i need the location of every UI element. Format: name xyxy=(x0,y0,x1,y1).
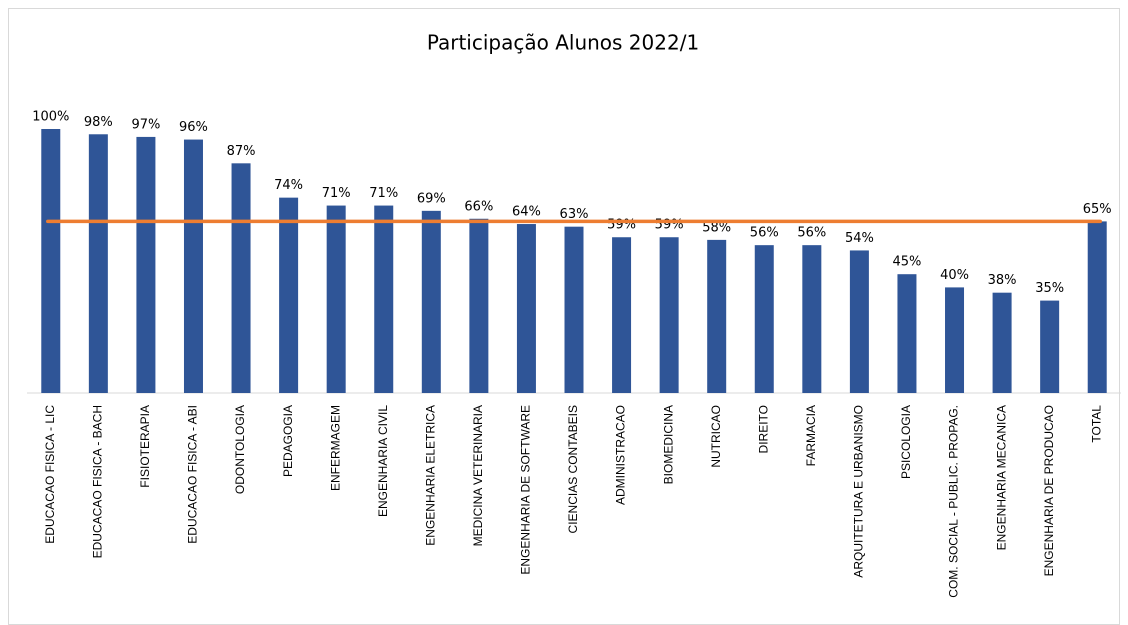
bar xyxy=(992,292,1012,393)
x-tick-label: PSICOLOGIA xyxy=(899,405,913,479)
x-tick-label: MEDICINA VETERINARIA xyxy=(471,405,485,546)
bar xyxy=(659,237,679,393)
value-label: 65% xyxy=(1083,202,1112,217)
x-tick-label: FISIOTERAPIA xyxy=(138,405,152,488)
value-label: 100% xyxy=(32,110,69,125)
bar xyxy=(421,210,441,393)
bar xyxy=(612,237,632,393)
bar xyxy=(326,205,346,393)
x-tick-label: DIREITO xyxy=(756,405,770,453)
bar xyxy=(1087,221,1107,393)
bar xyxy=(88,134,108,393)
bar xyxy=(849,250,869,393)
x-tick-label: ENGENHARIA DE SOFTWARE xyxy=(519,405,533,575)
x-tick-label: ENFERMAGEM xyxy=(328,405,342,491)
value-label: 63% xyxy=(560,207,589,222)
bar xyxy=(564,226,584,393)
x-tick-label: EDUCACAO FISICA - LIC xyxy=(43,405,57,544)
bar xyxy=(802,245,822,393)
value-label: 71% xyxy=(322,186,351,201)
value-label: 97% xyxy=(131,117,160,132)
bar xyxy=(516,224,536,393)
value-label: 54% xyxy=(845,231,874,246)
value-label: 87% xyxy=(227,144,256,159)
chart-title: Participação Alunos 2022/1 xyxy=(427,31,699,55)
value-label: 45% xyxy=(893,255,922,270)
bar xyxy=(136,136,156,394)
x-tick-label: ENGENHARIA MECANICA xyxy=(994,405,1008,550)
x-tick-label: TOTAL xyxy=(1089,405,1103,443)
value-label: 56% xyxy=(750,226,779,241)
value-label: 71% xyxy=(369,186,398,201)
value-label: 56% xyxy=(797,226,826,241)
bar xyxy=(754,245,774,393)
bar xyxy=(1040,300,1060,393)
bar xyxy=(183,139,203,393)
value-label: 74% xyxy=(274,178,303,193)
x-tick-label: ARQUITETURA E URBANISMO xyxy=(852,405,866,578)
bar xyxy=(945,287,965,393)
value-label: 38% xyxy=(988,273,1017,288)
bar xyxy=(374,205,394,393)
x-tick-label: ADMINISTRACAO xyxy=(614,405,628,505)
value-label: 64% xyxy=(512,205,541,220)
value-label: 35% xyxy=(1035,281,1064,296)
value-label: 98% xyxy=(84,115,113,130)
x-tick-label: ENGENHARIA DE PRODUCAO xyxy=(1042,405,1056,576)
x-tick-label: FARMACIA xyxy=(804,405,818,466)
x-tick-label: COM. SOCIAL - PUBLIC. PROPAG. xyxy=(947,405,961,598)
value-label: 69% xyxy=(417,191,446,206)
bar xyxy=(279,197,299,393)
bar xyxy=(231,163,251,393)
x-tick-label: PEDAGOGIA xyxy=(281,405,295,477)
x-tick-label: CIENCIAS CONTABEIS xyxy=(566,405,580,533)
bar xyxy=(707,239,727,393)
bar xyxy=(897,274,917,393)
x-tick-label: ENGENHARIA ELETRICA xyxy=(423,405,437,546)
value-label: 96% xyxy=(179,120,208,135)
x-tick-label: EDUCACAO FISICA - ABI xyxy=(186,405,200,544)
x-tick-label: BIOMEDICINA xyxy=(661,405,675,484)
x-tick-label: NUTRICAO xyxy=(709,405,723,468)
value-label: 40% xyxy=(940,268,969,283)
value-label: 66% xyxy=(464,199,493,214)
value-label: 58% xyxy=(702,220,731,235)
x-tick-label: ENGENHARIA CIVIL xyxy=(376,405,390,517)
x-tick-label: ODONTOLOGIA xyxy=(233,405,247,494)
bar xyxy=(41,129,61,393)
x-tick-label: EDUCACAO FISICA - BACH xyxy=(91,405,105,558)
bar xyxy=(469,218,489,393)
